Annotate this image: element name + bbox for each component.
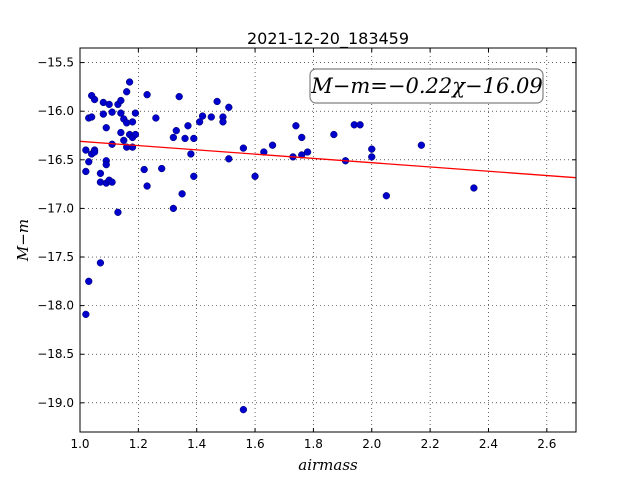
data-point <box>108 108 116 116</box>
data-point <box>219 118 227 126</box>
data-point <box>90 148 99 156</box>
data-point <box>190 134 198 143</box>
y-tick-label: −17.5 <box>37 250 74 264</box>
data-point <box>356 121 364 129</box>
data-point <box>169 204 178 213</box>
data-point <box>143 91 151 99</box>
x-axis-label: airmass <box>298 456 358 474</box>
fit-annotation: M−m=−0.22χ−16.09 <box>310 74 542 98</box>
data-point <box>368 145 376 153</box>
data-point <box>169 133 178 142</box>
data-point <box>123 88 131 96</box>
data-point <box>382 192 391 200</box>
data-point <box>125 78 134 86</box>
data-point <box>190 172 198 180</box>
y-tick-label: −17.0 <box>37 201 74 215</box>
x-tick-label: 1.0 <box>70 437 89 451</box>
data-point <box>85 277 93 285</box>
data-point <box>268 141 277 149</box>
x-tick-label: 2.0 <box>362 437 381 451</box>
data-point <box>131 109 140 117</box>
data-point <box>175 92 183 101</box>
axis-ticks: 1.0 1.2 1.4 1.6 1.8 2.0 2.2 2.4 2.6 −15.5 −16.0 −16… <box>37 48 576 451</box>
plot-area <box>80 78 576 414</box>
data-point <box>114 208 122 216</box>
x-tick-label: 2.2 <box>421 437 440 451</box>
x-tick-label: 2.4 <box>479 437 498 451</box>
data-point <box>184 122 192 130</box>
y-tick-label: −19.0 <box>37 396 74 410</box>
data-point <box>143 182 151 190</box>
data-point <box>108 178 116 186</box>
y-axis-label: M−m <box>14 219 32 262</box>
data-point <box>292 122 300 130</box>
data-point <box>99 110 107 118</box>
data-point <box>330 130 338 139</box>
data-point <box>102 124 110 132</box>
data-point <box>131 130 140 139</box>
grid-lines <box>79 48 576 432</box>
data-point <box>172 126 180 135</box>
x-tick-label: 2.6 <box>537 437 556 451</box>
x-tick-label: 1.2 <box>129 437 148 451</box>
data-point <box>82 310 90 319</box>
data-point <box>96 169 105 178</box>
data-point <box>90 95 99 104</box>
y-tick-label: −16.5 <box>37 153 74 167</box>
x-tick-label: 1.4 <box>187 437 206 451</box>
data-point <box>88 113 96 121</box>
chart-title: 2021-12-20_183459 <box>247 29 409 49</box>
data-point <box>82 167 90 176</box>
data-point <box>117 109 125 117</box>
data-point <box>117 96 125 105</box>
data-point <box>303 148 312 156</box>
x-tick-label: 1.6 <box>246 437 265 451</box>
data-point <box>105 100 113 109</box>
data-point <box>178 190 186 198</box>
data-point <box>417 141 426 149</box>
data-point <box>152 114 160 122</box>
data-point <box>96 259 105 267</box>
data-point <box>140 165 148 174</box>
data-point <box>128 118 137 126</box>
data-point <box>195 118 204 126</box>
data-point <box>85 158 93 166</box>
data-point <box>251 172 259 180</box>
data-point <box>213 97 221 106</box>
fit-annotation-box <box>309 68 544 104</box>
y-tick-label: −16.0 <box>37 104 74 118</box>
data-point <box>470 184 478 192</box>
data-point <box>120 136 128 145</box>
data-point <box>239 144 248 152</box>
data-point <box>181 134 189 143</box>
data-point <box>198 112 207 120</box>
y-tick-label: −18.5 <box>37 347 74 361</box>
data-point <box>102 161 110 169</box>
data-point <box>298 133 306 142</box>
plot-frame <box>79 47 577 433</box>
data-point <box>158 164 166 173</box>
data-point <box>82 146 90 154</box>
y-tick-label: −18.0 <box>37 299 74 313</box>
data-point <box>187 150 195 158</box>
data-point <box>207 113 215 121</box>
data-point <box>368 153 376 161</box>
fit-line <box>80 140 576 179</box>
data-point <box>298 151 306 159</box>
data-point <box>225 103 233 111</box>
x-tick-label: 1.8 <box>304 437 323 451</box>
data-point <box>239 405 248 414</box>
data-point <box>117 128 125 137</box>
data-point <box>225 155 233 163</box>
y-tick-label: −15.5 <box>37 56 74 70</box>
